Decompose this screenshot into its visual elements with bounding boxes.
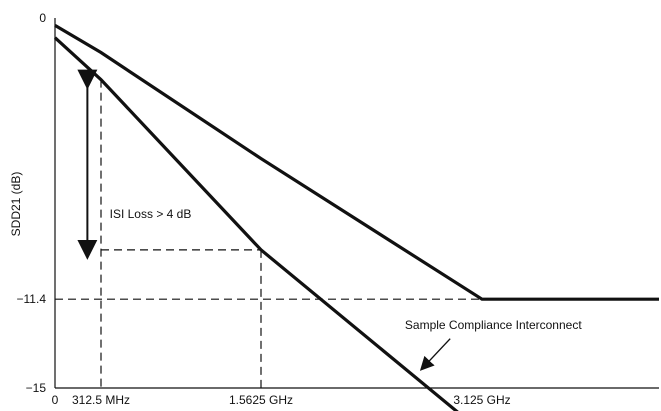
y-tick-label: −11.4 [17,292,47,306]
chart-annotation-layer: ISI Loss > 4 dB Sample Compliance Interco… [77,69,582,371]
chart-guides-layer [55,79,659,388]
y-tick-label: −15 [26,381,47,395]
lower-series-line [53,36,459,411]
x-tick-label: 0 [52,393,59,407]
y-axis-label: SDD21 (dB) [9,172,23,237]
x-tick-label: 1.5625 GHz [229,393,293,407]
sample-compliance-pointer [419,338,451,371]
isi-loss-label: ISI Loss > 4 dB [110,207,192,221]
chart-series-layer [53,24,659,411]
x-tick-label: 3.125 GHz [453,393,510,407]
chart-axis-layer: 0 −11.4 −15 0 312.5 MHz 1.5625 GHz 3.125 GHz [17,11,659,407]
x-tick-label: 312.5 MHz [72,393,130,407]
sample-compliance-label: Sample Compliance Interconnect [405,318,582,332]
y-tick-label: 0 [39,11,46,25]
upper-series-line [54,24,659,301]
